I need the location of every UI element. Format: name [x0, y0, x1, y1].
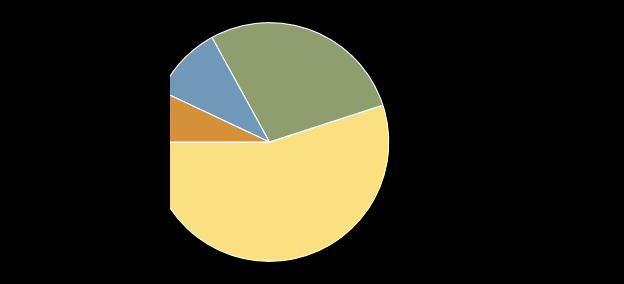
Wedge shape: [150, 105, 389, 261]
Wedge shape: [212, 23, 383, 142]
Wedge shape: [162, 37, 270, 142]
Wedge shape: [150, 91, 270, 142]
